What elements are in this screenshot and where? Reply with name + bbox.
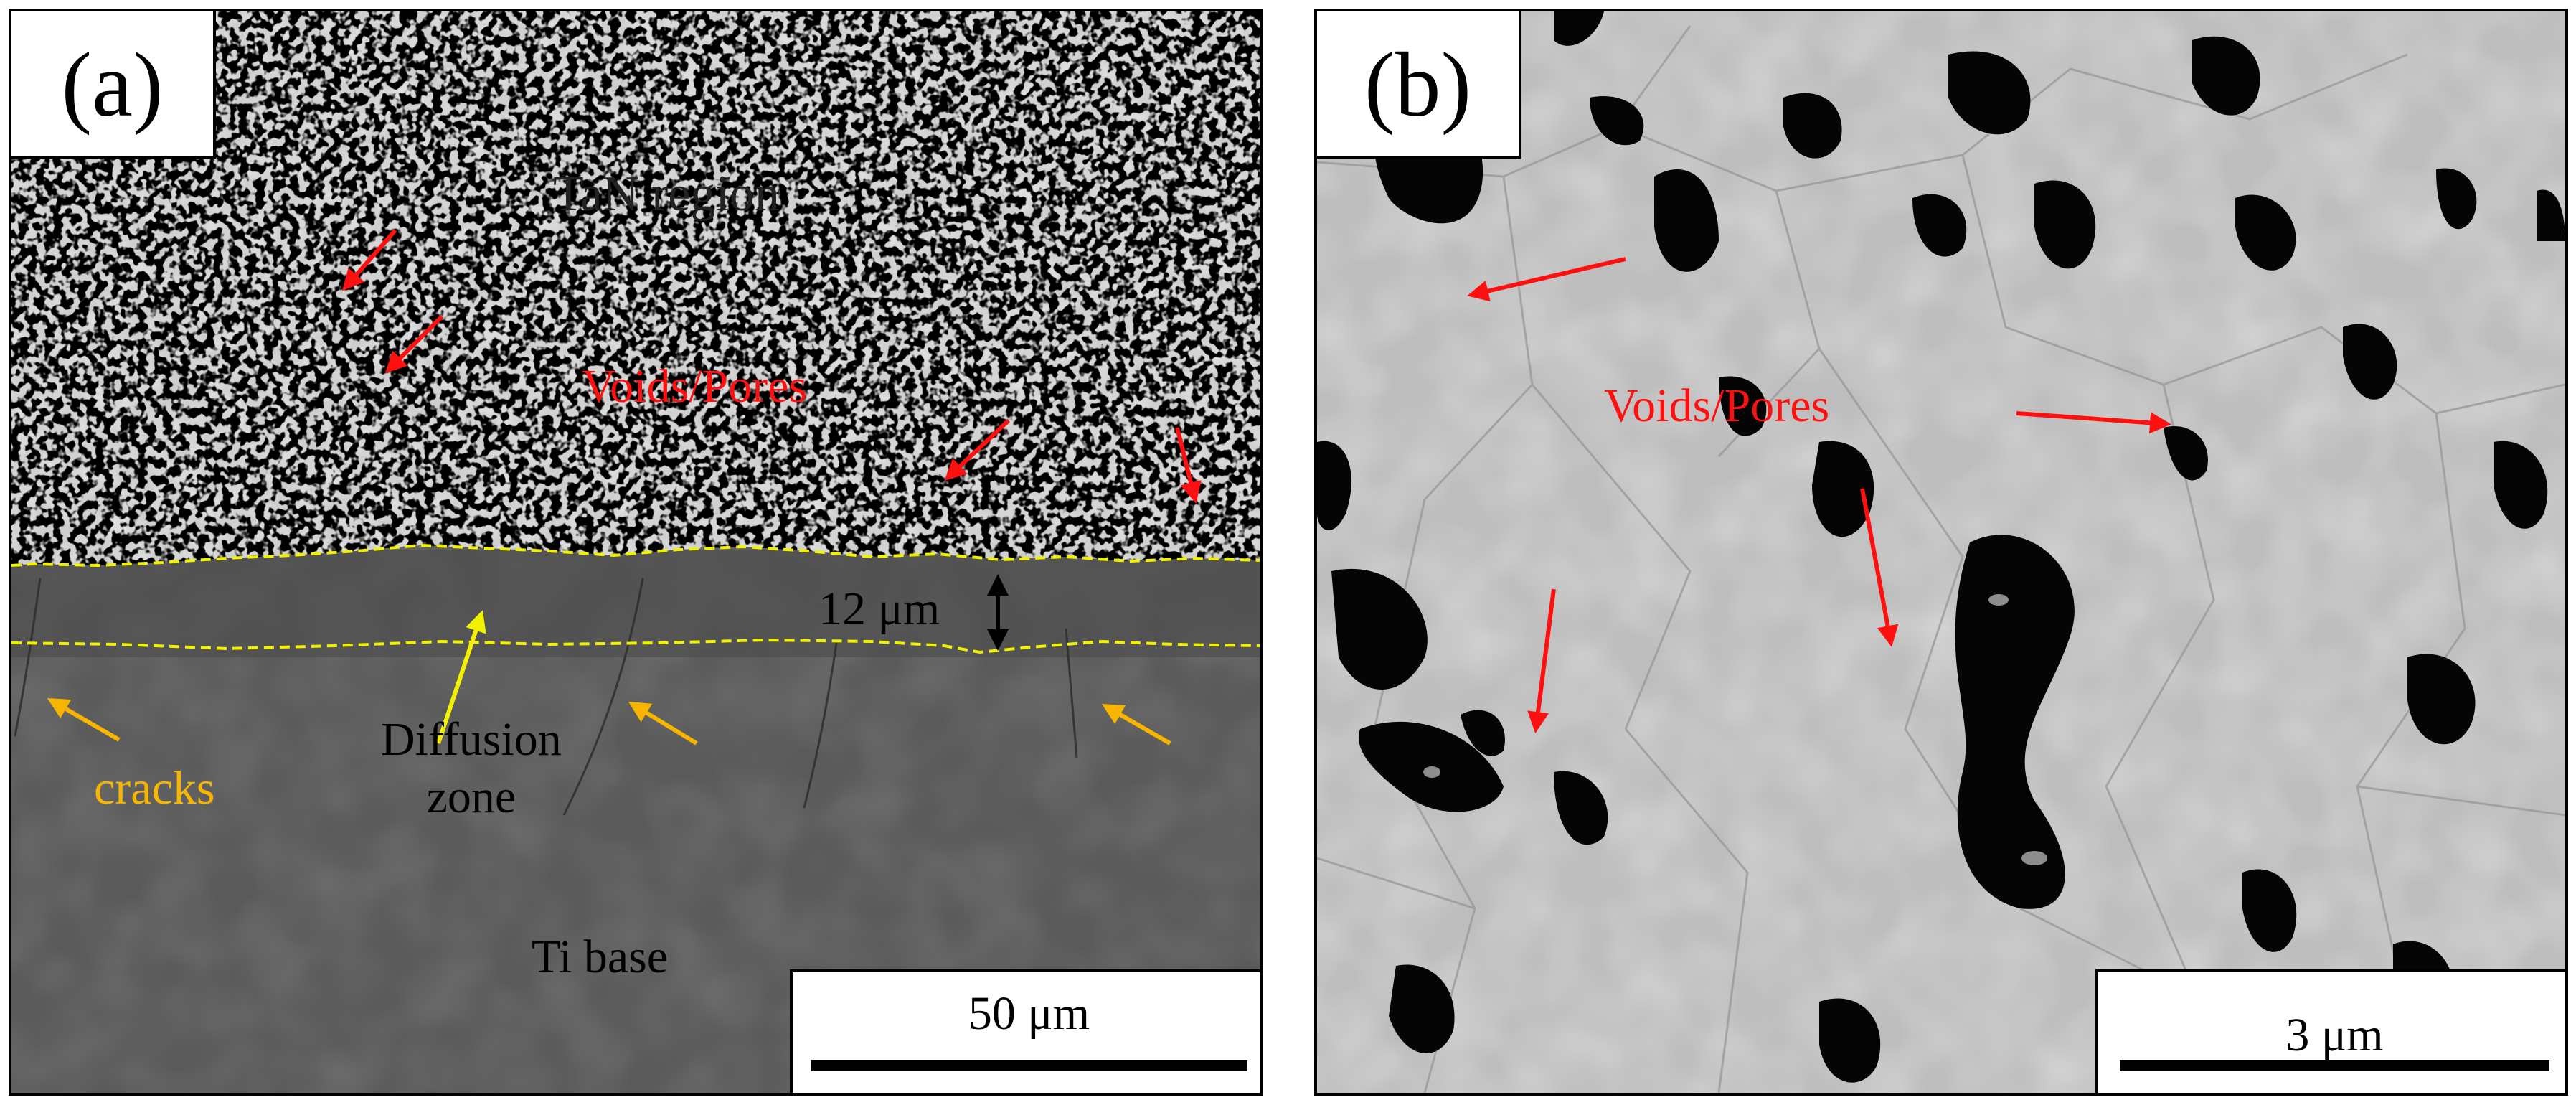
- diffusion-zone-label: Diffusion zone: [381, 711, 562, 826]
- panel-b: (b) Voids/Pores 3 μm: [1314, 9, 2568, 1096]
- sem-image-a: [11, 11, 1260, 1093]
- crack-arrows: [47, 697, 1171, 746]
- scale-bar-a: 50 μm: [790, 969, 1260, 1093]
- scale-bar-b-text: 3 μm: [2285, 1009, 2384, 1061]
- diffusion-zone-line2: zone: [426, 771, 516, 823]
- voids-pores-label-b: Voids/Pores: [1604, 380, 1830, 432]
- voids-pores-label-a: Voids/Pores: [582, 360, 808, 413]
- diffusion-arrow: [436, 610, 486, 744]
- tan-region-label: TaN region: [553, 166, 780, 222]
- annotations-a: [47, 229, 1202, 746]
- panel-label-a: (a): [11, 11, 216, 159]
- annotations-b: [1467, 257, 2171, 733]
- scale-bar-b-line: [2120, 1060, 2549, 1071]
- panel-a: (a) TaN region Voids/Pores 12 μm Diffusi…: [9, 9, 1263, 1096]
- thickness-label: 12 μm: [818, 583, 940, 635]
- void-arrows-a: [342, 229, 1202, 504]
- scale-bar-a-text: 50 μm: [968, 987, 1090, 1040]
- ti-base-label: Ti base: [532, 931, 669, 983]
- scale-bar-b: 3 μm: [2095, 969, 2565, 1093]
- scale-bar-a-line: [811, 1060, 1247, 1071]
- sem-image-b: [1317, 11, 2565, 1093]
- diffusion-zone-line1: Diffusion: [381, 713, 562, 766]
- cracks-label: cracks: [94, 762, 215, 814]
- void-arrows-b: [1467, 257, 2171, 733]
- panel-label-b: (b): [1317, 11, 1521, 159]
